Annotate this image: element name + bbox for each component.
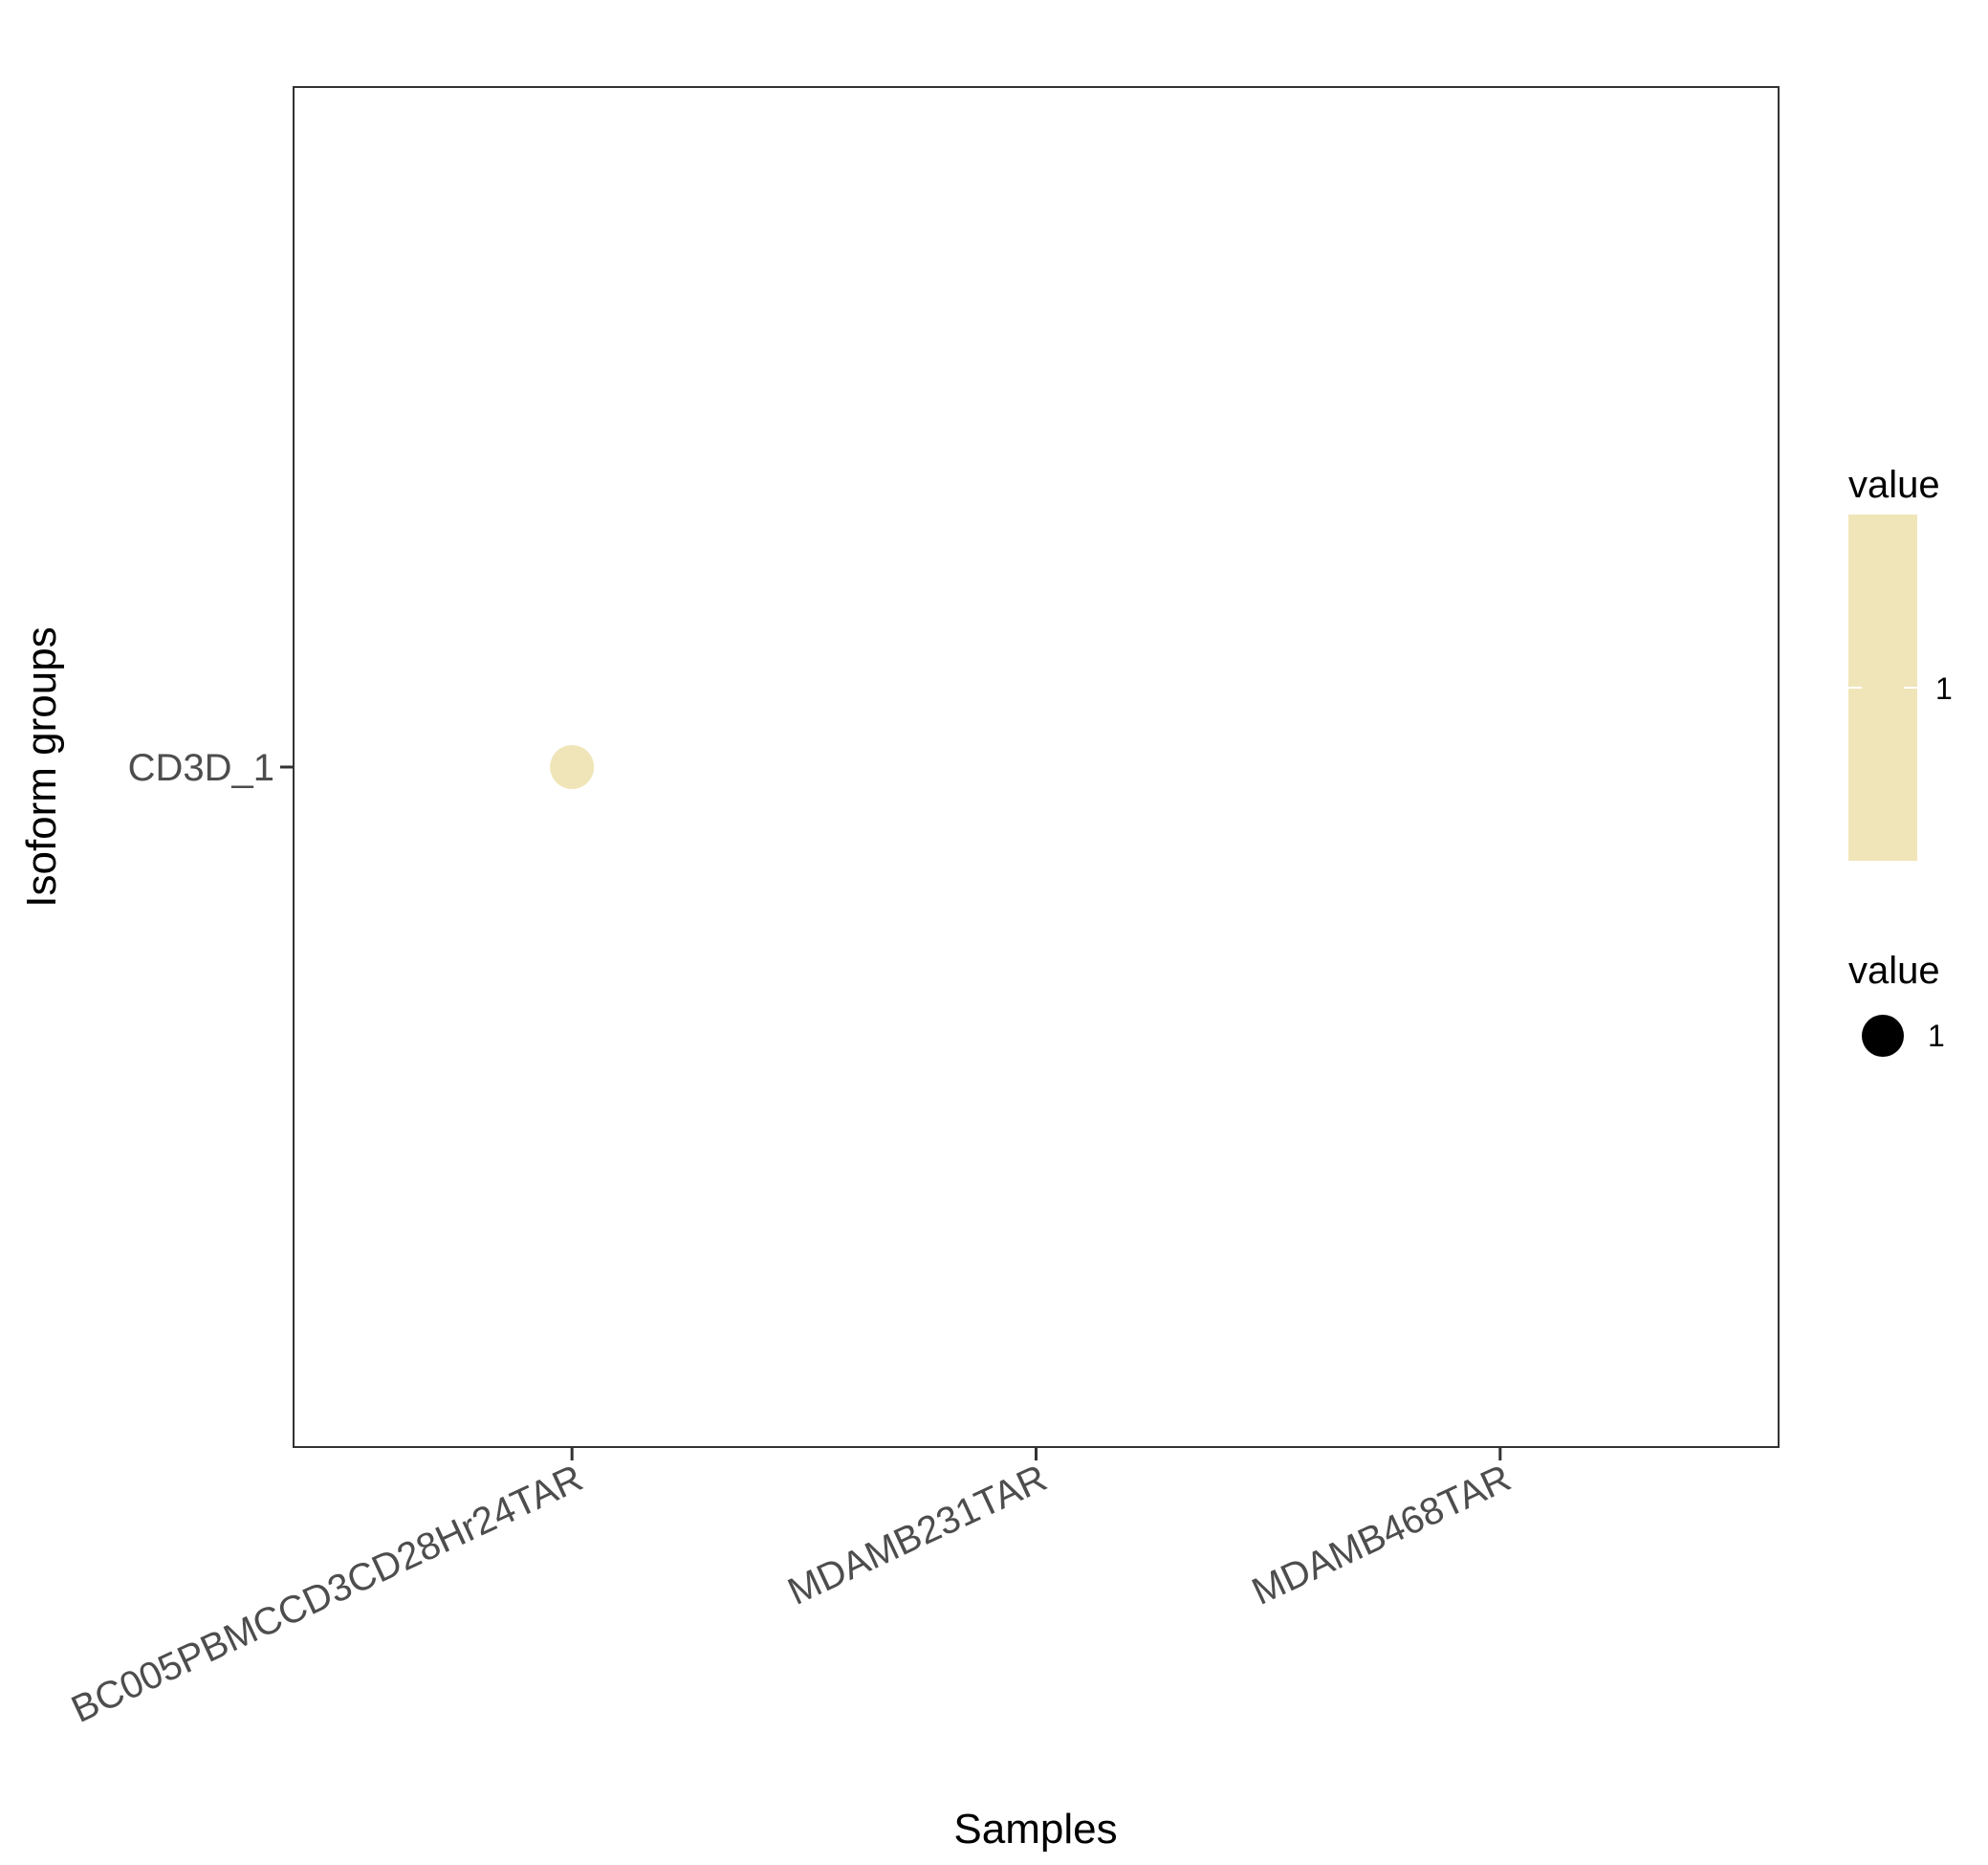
size-legend-label: 1 — [1928, 1019, 1945, 1053]
x-axis: BC005PBMCCD3CD28Hr24TAR MDAMB231TAR MDAMB4… — [65, 1447, 1518, 1731]
x-tick-label: BC005PBMCCD3CD28Hr24TAR — [65, 1457, 589, 1731]
y-tick-label: CD3D_1 — [128, 747, 274, 789]
y-axis: CD3D_1 — [128, 747, 294, 789]
size-legend-title: value — [1848, 950, 1940, 992]
colorbar-tick-label: 1 — [1935, 671, 1953, 706]
plot-panel — [293, 86, 1780, 1448]
data-points — [550, 745, 595, 789]
size-legend-key — [1862, 1015, 1904, 1057]
x-tick-label: MDAMB468TAR — [1246, 1457, 1518, 1613]
x-axis-title: Samples — [953, 1806, 1117, 1853]
data-point — [550, 745, 595, 789]
x-tick-label: MDAMB231TAR — [781, 1457, 1053, 1613]
y-axis-title: Isoform groups — [18, 626, 65, 907]
colorbar-legend-title: value — [1848, 464, 1940, 506]
